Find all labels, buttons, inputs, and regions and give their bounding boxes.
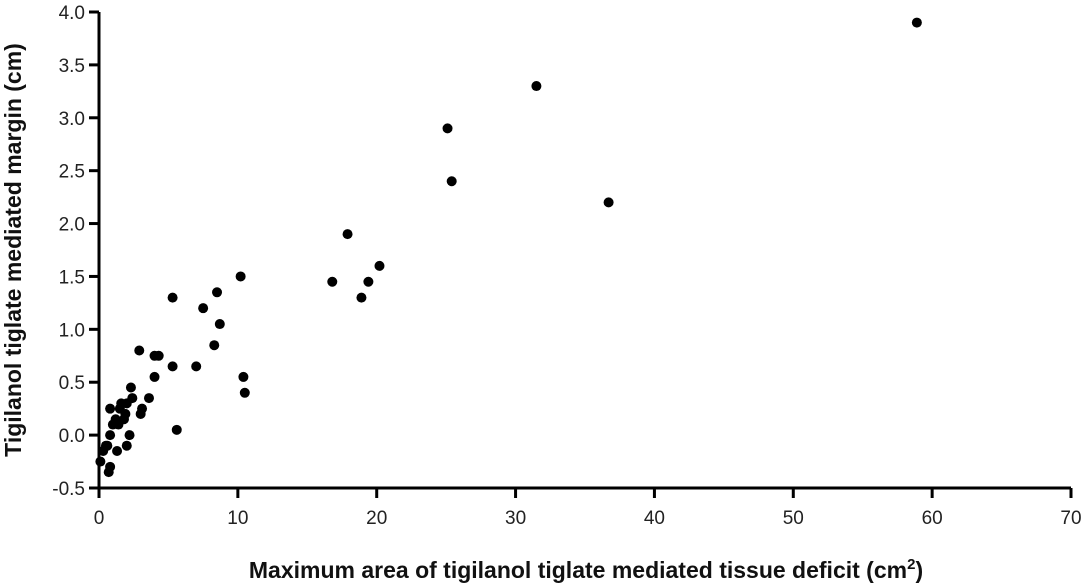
data-point — [442, 123, 453, 134]
x-axis-title: Maximum area of tigilanol tiglate mediat… — [249, 556, 923, 583]
data-point — [235, 271, 246, 282]
data-point — [342, 229, 353, 240]
y-axis-ticks: -0.5 0.0 0.5 1.0 1.5 2.0 2.5 3.0 3.5 4.0 — [52, 3, 99, 500]
data-point — [125, 382, 136, 393]
y-tick-label: 0.0 — [59, 426, 85, 447]
x-axis-ticks: 0 10 20 30 40 50 60 70 — [94, 488, 1082, 529]
y-tick-label: 0.5 — [59, 373, 85, 394]
x-tick-label: 60 — [922, 508, 943, 529]
x-tick-label: 70 — [1060, 508, 1081, 529]
data-point — [209, 340, 220, 351]
data-point — [105, 461, 116, 472]
data-point — [102, 440, 113, 451]
data-point — [167, 361, 178, 372]
data-point — [124, 430, 135, 441]
data-point — [121, 440, 132, 451]
data-point — [143, 393, 154, 404]
x-tick-label: 10 — [227, 508, 248, 529]
x-tick-label: 40 — [644, 508, 665, 529]
data-point — [198, 303, 209, 314]
x-tick-label: 20 — [366, 508, 387, 529]
data-point — [374, 260, 385, 271]
y-tick-label: 3.5 — [59, 56, 85, 77]
data-point — [603, 197, 614, 208]
y-tick-label: -0.5 — [52, 479, 85, 500]
data-point — [171, 424, 182, 435]
y-axis-title: Tigilanol tiglate mediated margin (cm) — [0, 43, 26, 457]
data-point — [356, 292, 367, 303]
data-point — [327, 276, 338, 287]
y-tick-label: 4.0 — [59, 3, 85, 24]
y-tick-label: 2.5 — [59, 162, 85, 183]
data-point — [446, 176, 457, 187]
data-point — [239, 387, 250, 398]
data-point — [212, 287, 223, 298]
data-point — [531, 81, 542, 92]
y-tick-label: 2.0 — [59, 215, 85, 236]
x-tick-label: 30 — [505, 508, 526, 529]
data-point — [112, 445, 123, 456]
x-tick-label: 50 — [783, 508, 804, 529]
data-point — [120, 408, 131, 419]
data-point — [127, 393, 138, 404]
data-point — [105, 403, 116, 414]
data-point — [105, 430, 116, 441]
data-point — [214, 319, 225, 330]
data-point — [149, 371, 160, 382]
data-point — [363, 276, 374, 287]
data-point — [238, 371, 249, 382]
data-point — [134, 345, 145, 356]
x-tick-label: 0 — [94, 508, 105, 529]
y-tick-label: 1.5 — [59, 267, 85, 288]
data-point — [911, 17, 922, 28]
data-point — [153, 350, 164, 361]
plot-points — [95, 17, 922, 478]
data-point — [191, 361, 202, 372]
y-tick-label: 1.0 — [59, 320, 85, 341]
y-tick-label: 3.0 — [59, 109, 85, 130]
data-point — [167, 292, 178, 303]
data-point — [137, 403, 148, 414]
